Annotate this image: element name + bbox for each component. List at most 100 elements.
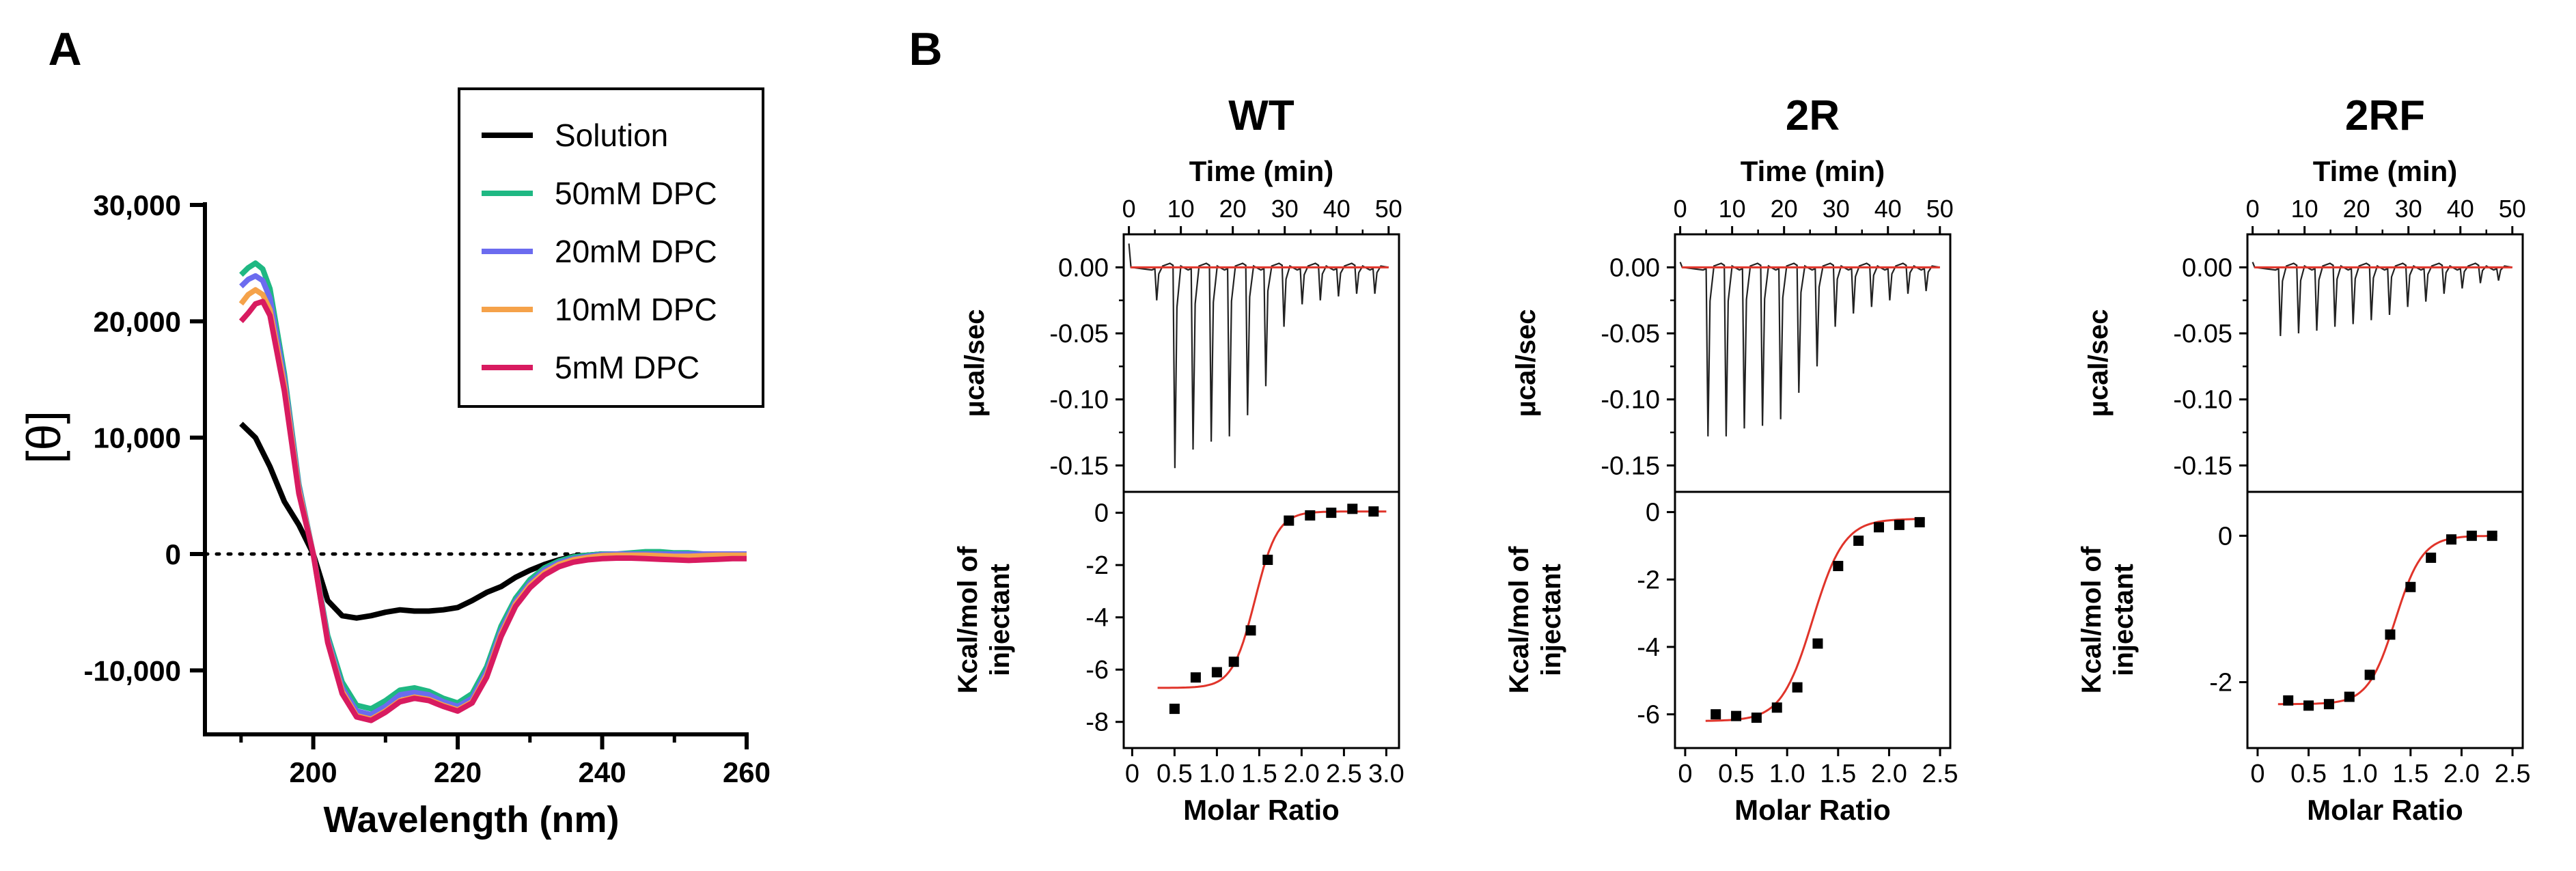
panel-label: B [909, 23, 942, 75]
time-tick-label: 50 [2499, 195, 2526, 223]
legend-entry: 5mM DPC [555, 350, 700, 385]
legend-entry: 50mM DPC [555, 176, 717, 211]
time-tick-label: 10 [1719, 195, 1746, 223]
data-point [2466, 530, 2477, 541]
data-point [2385, 629, 2396, 640]
molar-tick-label: 2.5 [1326, 760, 1362, 788]
molar-axis-title: Molar Ratio [1183, 794, 1340, 826]
molar-tick-label: 1.5 [1241, 760, 1277, 788]
data-point [1245, 625, 1256, 636]
top-y-tick-label: 0.00 [1609, 253, 1660, 282]
data-point [2487, 530, 2497, 541]
time-tick-label: 40 [1323, 195, 1351, 223]
top-y-tick-label: -0.15 [1049, 452, 1109, 480]
molar-tick-label: 0 [2250, 760, 2265, 788]
panel-label: A [48, 23, 81, 75]
x-tick-label: 220 [434, 756, 482, 788]
time-tick-label: 10 [1167, 195, 1195, 223]
time-tick-label: 30 [1823, 195, 1850, 223]
top-y-tick-label: -0.10 [2173, 386, 2232, 415]
time-tick-label: 30 [1271, 195, 1299, 223]
bottom-y-tick-label: 0 [1646, 499, 1660, 527]
data-point [2405, 581, 2416, 592]
raw-thermogram [1679, 262, 1940, 437]
molar-tick-label: 0.5 [2290, 760, 2327, 788]
top-y-tick-label: 0.00 [1058, 253, 1109, 282]
itc-plot-2rf: 2RF 0 10 20 30 40 50 Time (min) 0.00 -0.05 -0.10 -0… [2077, 92, 2530, 826]
fit-curve [2277, 534, 2497, 706]
fit-curve [1157, 510, 1387, 689]
data-point [2344, 691, 2355, 702]
legend-entry: 10mM DPC [555, 292, 717, 327]
molar-axis-title: Molar Ratio [1734, 794, 1891, 826]
time-tick-label: 50 [1375, 195, 1402, 223]
itc-plot-wt: WT 0 10 20 30 40 50 Time (min) 0.00 -0.05 -0.10 -0.… [953, 92, 1404, 826]
bottom-y-tick-label: -2 [1637, 566, 1660, 594]
x-tick-label: 200 [290, 756, 337, 788]
time-tick-label: 20 [2343, 195, 2370, 223]
molar-tick-label: 1.5 [2392, 760, 2428, 788]
molar-tick-label: 1.0 [2342, 760, 2378, 788]
top-y-tick-label: -0.15 [2173, 452, 2232, 480]
y-axis-title: [θ] [17, 411, 70, 464]
bottom-y-axis-title-2: injectant [985, 564, 1015, 676]
data-point [1792, 682, 1803, 693]
fit-curve [1705, 518, 1925, 722]
y-tick-label: 20,000 [94, 305, 181, 337]
bottom-y-tick-label: -2 [2209, 669, 2232, 697]
data-point [1347, 503, 1358, 514]
time-tick-label: 0 [1674, 195, 1687, 223]
data-point [2426, 552, 2437, 563]
data-point [1812, 638, 1823, 649]
bottom-y-axis-title-2: injectant [2109, 564, 2139, 676]
time-axis-title: Time (min) [2313, 155, 2458, 187]
top-y-tick-label: -0.15 [1601, 452, 1660, 480]
molar-tick-label: 0.5 [1157, 760, 1193, 788]
x-tick-label: 240 [578, 756, 626, 788]
data-point [1853, 536, 1864, 547]
bottom-frame [2246, 490, 2524, 749]
data-point [1262, 554, 1273, 565]
data-point [1305, 510, 1316, 521]
data-point [1211, 667, 1222, 678]
molar-tick-label: 1.0 [1769, 760, 1805, 788]
time-tick-label: 20 [1219, 195, 1247, 223]
data-point [1771, 702, 1782, 713]
raw-trace [1679, 262, 1940, 437]
data-point [1914, 516, 1925, 527]
time-tick-label: 30 [2395, 195, 2422, 223]
series-line-4 [238, 299, 747, 723]
bottom-y-axis-title-2: injectant [1536, 564, 1566, 676]
data-point [1228, 656, 1239, 667]
raw-trace [1128, 243, 1389, 469]
itc-plot-2r: 2R 0 10 20 30 40 50 Time (min) 0.00 -0.05 -0.10 -0.… [1504, 92, 1958, 826]
top-frame [1122, 233, 1400, 493]
time-tick-label: 0 [2246, 195, 2260, 223]
y-tick-label: 0 [165, 538, 181, 570]
top-frame [1674, 233, 1952, 493]
top-y-tick-label: -0.05 [1601, 320, 1660, 348]
data-point [1751, 713, 1762, 723]
legend-entry: 20mM DPC [555, 234, 717, 269]
plot-title: WT [1228, 92, 1294, 139]
data-point [1368, 506, 1379, 517]
molar-tick-label: 0.5 [1718, 760, 1754, 788]
molar-tick-label: 2.5 [2495, 760, 2531, 788]
data-point [1326, 508, 1337, 519]
y-tick-label: 10,000 [94, 422, 181, 454]
time-tick-label: 0 [1122, 195, 1136, 223]
data-point [2303, 700, 2314, 711]
molar-tick-label: 0 [1678, 760, 1692, 788]
data-point [1169, 704, 1180, 715]
molar-tick-label: 1.0 [1199, 760, 1235, 788]
raw-trace [2252, 262, 2512, 336]
data-point [1190, 672, 1201, 683]
bottom-y-tick-label: 0 [2218, 522, 2232, 551]
molar-tick-label: 2.5 [1922, 760, 1958, 788]
data-point [2283, 695, 2294, 706]
bottom-y-tick-label: -4 [1085, 604, 1109, 633]
legend-box [458, 87, 764, 408]
time-axis-title: Time (min) [1189, 155, 1334, 187]
legend-entry: Solution [555, 117, 668, 153]
